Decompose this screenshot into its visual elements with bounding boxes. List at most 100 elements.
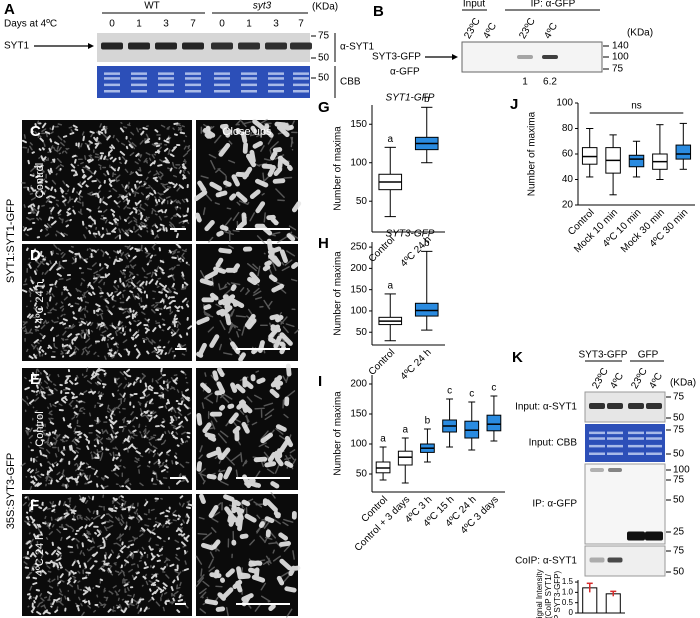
label: SYT3-GFP: [372, 52, 421, 63]
stain-band: [268, 90, 284, 93]
y-tick-label: 0: [569, 608, 574, 617]
label: A: [4, 1, 15, 18]
band: [607, 403, 623, 409]
label: 100: [673, 465, 690, 476]
stain-band: [268, 72, 284, 75]
stain-band: [628, 437, 644, 440]
band: [211, 42, 233, 50]
label: 3: [163, 19, 169, 30]
label: 23ºC: [629, 366, 650, 391]
band: [238, 42, 260, 50]
label: IP: α-GFP: [531, 0, 576, 10]
y-axis-label: IP SYT3-GFP): [553, 570, 562, 618]
stain-band: [158, 90, 174, 93]
stain-band: [214, 83, 230, 87]
label: Input: [463, 0, 485, 10]
stain-band: [646, 452, 662, 455]
label: Control: [34, 163, 46, 198]
stain-band: [241, 83, 257, 87]
band: [607, 557, 623, 563]
label: CoIP: α-SYT1: [515, 556, 577, 567]
fluorescence: [21, 122, 190, 240]
label: Control: [34, 411, 46, 446]
label: 75: [673, 475, 685, 486]
significance-letter: a: [402, 425, 408, 436]
stain-band: [214, 77, 230, 80]
label: (KDa): [627, 28, 653, 39]
label: 50: [318, 53, 330, 64]
band: [589, 557, 605, 563]
stain-band: [158, 77, 174, 80]
arrow-head: [88, 43, 94, 49]
significance-letter: c: [447, 386, 452, 397]
box: [628, 154, 645, 168]
label: 75: [673, 546, 685, 557]
label: GFP: [638, 350, 659, 361]
stain-band: [293, 77, 309, 80]
label: 0: [109, 19, 115, 30]
label: C: [30, 123, 41, 140]
stain-band: [646, 431, 662, 435]
stain-band: [628, 452, 644, 455]
significance-letter: a: [387, 134, 393, 145]
blot: [584, 545, 666, 577]
label: SYT1:SYT1-GFP: [5, 199, 17, 283]
stain-band: [131, 90, 147, 93]
label: 50: [673, 413, 685, 424]
stain-band: [158, 83, 174, 87]
significance-letter: b: [424, 94, 430, 105]
stain-band: [185, 83, 201, 87]
label: 25: [673, 527, 685, 538]
band: [155, 42, 177, 50]
label: I: [318, 373, 322, 390]
y-tick-label: 0.5: [562, 598, 574, 607]
label: D: [30, 247, 41, 264]
y-axis-label: Number of maxima: [333, 251, 344, 336]
significance-letter: c: [491, 383, 496, 394]
label: H: [318, 235, 329, 252]
band: [265, 42, 287, 50]
label: Input: CBB: [529, 438, 578, 449]
x-tick-label: Control: [367, 347, 398, 378]
band: [628, 403, 644, 409]
label: syt3: [253, 1, 272, 12]
label: 50: [673, 567, 685, 578]
label: G: [318, 99, 330, 116]
blot: [461, 41, 603, 73]
stain-band: [293, 90, 309, 93]
stain-band: [646, 444, 662, 448]
y-tick-label: 50: [356, 469, 368, 480]
y-tick-label: 80: [562, 123, 574, 134]
band: [182, 42, 204, 50]
label: 23ºC: [462, 16, 483, 41]
label: 50: [673, 495, 685, 506]
label: SYT1-GFP: [386, 93, 435, 104]
stain-band: [104, 77, 120, 80]
label: α-SYT1: [340, 42, 375, 53]
stain-band: [628, 444, 644, 448]
y-tick-label: 200: [350, 263, 367, 274]
label: 0: [219, 19, 225, 30]
label: 23ºC: [517, 16, 538, 41]
significance-label: ns: [631, 101, 642, 112]
stain-band: [241, 90, 257, 93]
label: B: [373, 3, 384, 20]
stain-band: [241, 72, 257, 75]
label: 1: [136, 19, 142, 30]
fluorescence: [21, 243, 193, 360]
y-tick-label: 100: [350, 157, 367, 168]
stain-band: [268, 77, 284, 80]
stain-band: [131, 77, 147, 80]
label: 50: [673, 449, 685, 460]
band: [646, 403, 662, 409]
label: α-GFP: [390, 67, 420, 78]
y-tick-label: 50: [356, 196, 368, 207]
stain-band: [241, 77, 257, 80]
y-tick-label: 150: [350, 284, 367, 295]
stain-band: [104, 72, 120, 75]
label: 4ºC 24 h: [34, 534, 46, 577]
label: 3: [273, 19, 279, 30]
stain-band: [214, 72, 230, 75]
fluorescence: [199, 493, 301, 612]
band: [290, 42, 312, 50]
